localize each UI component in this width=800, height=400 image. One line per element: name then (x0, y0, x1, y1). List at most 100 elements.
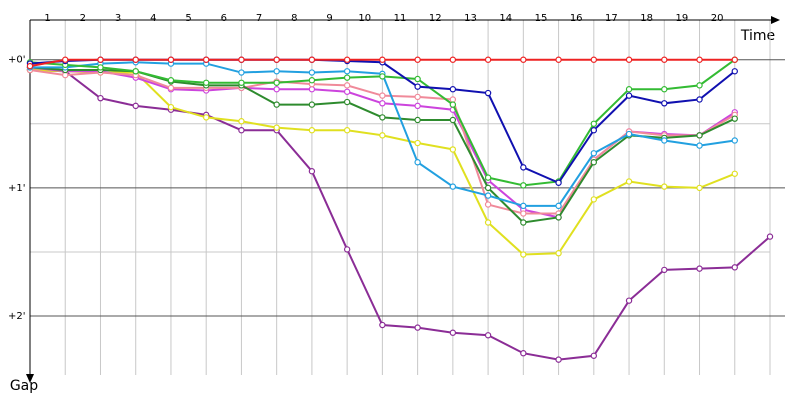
point (520, 202, 527, 210)
x-tick-label: 17 (605, 13, 618, 24)
y-tick-label: +1' (8, 183, 26, 194)
point (97, 56, 104, 63)
point (520, 164, 527, 171)
point (590, 127, 598, 134)
point (414, 93, 421, 101)
point (696, 265, 703, 272)
point (520, 210, 527, 217)
point (343, 98, 351, 106)
point (625, 178, 633, 185)
point (273, 79, 280, 86)
point (308, 168, 316, 175)
point (766, 233, 774, 240)
point (238, 69, 245, 76)
point (484, 184, 492, 192)
point (414, 102, 421, 110)
point (590, 56, 598, 63)
point (484, 89, 492, 97)
point (696, 132, 703, 139)
y-axis-arrow (26, 374, 34, 383)
point (731, 137, 738, 144)
x-axis-title: Time (740, 28, 775, 44)
point (696, 184, 703, 192)
point (414, 116, 421, 124)
point (520, 182, 527, 189)
y-axis-title: Gap (10, 378, 38, 394)
x-tick-label: 8 (291, 13, 297, 24)
point (555, 250, 562, 257)
point (449, 329, 457, 336)
point (484, 201, 492, 208)
point (696, 96, 703, 103)
point (343, 68, 351, 75)
point (343, 88, 351, 95)
point (273, 86, 280, 93)
point (238, 56, 245, 63)
x-tick-label: 18 (640, 13, 653, 24)
x-tick-label: 9 (326, 13, 332, 24)
point (273, 68, 280, 75)
point (484, 174, 492, 181)
y-tick-label: +0' (8, 55, 26, 66)
point (414, 83, 421, 90)
x-tick-label: 14 (499, 13, 512, 24)
point (379, 92, 386, 99)
point (308, 69, 316, 76)
point (590, 352, 598, 359)
point (449, 116, 457, 124)
point (590, 159, 598, 166)
point (555, 356, 562, 363)
point (308, 77, 316, 84)
point (132, 102, 139, 110)
point (661, 100, 668, 107)
point (379, 56, 386, 63)
point (696, 142, 703, 149)
point (625, 92, 633, 99)
point (449, 146, 457, 153)
point (202, 79, 210, 86)
point (414, 75, 421, 83)
point (484, 332, 492, 339)
point (731, 264, 738, 271)
point (343, 56, 351, 63)
point (520, 56, 527, 63)
point (379, 114, 386, 121)
point (379, 132, 386, 139)
point (238, 118, 245, 125)
x-tick-label: 1 (44, 13, 50, 24)
x-tick-label: 4 (150, 13, 156, 24)
x-tick-label: 2 (80, 13, 86, 24)
x-tick-label: 19 (676, 13, 689, 24)
point (379, 321, 386, 329)
point (62, 56, 69, 63)
point (520, 350, 527, 357)
point (414, 56, 421, 63)
point (132, 68, 139, 75)
point (625, 56, 633, 63)
point (484, 192, 492, 199)
point (625, 86, 633, 93)
point (661, 183, 668, 190)
point (555, 214, 562, 221)
x-tick-label: 3 (115, 13, 121, 24)
x-tick-label: 16 (570, 13, 583, 24)
x-tick-label: 6 (221, 13, 227, 24)
point (731, 170, 738, 177)
point (414, 324, 421, 331)
point (520, 251, 527, 258)
point (661, 266, 668, 274)
x-tick-label: 20 (711, 13, 724, 24)
point (167, 77, 175, 84)
point (97, 64, 104, 71)
point (273, 56, 280, 63)
point (731, 56, 738, 63)
point (167, 56, 175, 63)
point (590, 196, 598, 203)
point (731, 68, 738, 75)
point (97, 94, 104, 102)
x-tick-label: 15 (535, 13, 548, 24)
point (132, 56, 139, 63)
point (484, 219, 492, 226)
x-tick-label: 13 (464, 13, 477, 24)
